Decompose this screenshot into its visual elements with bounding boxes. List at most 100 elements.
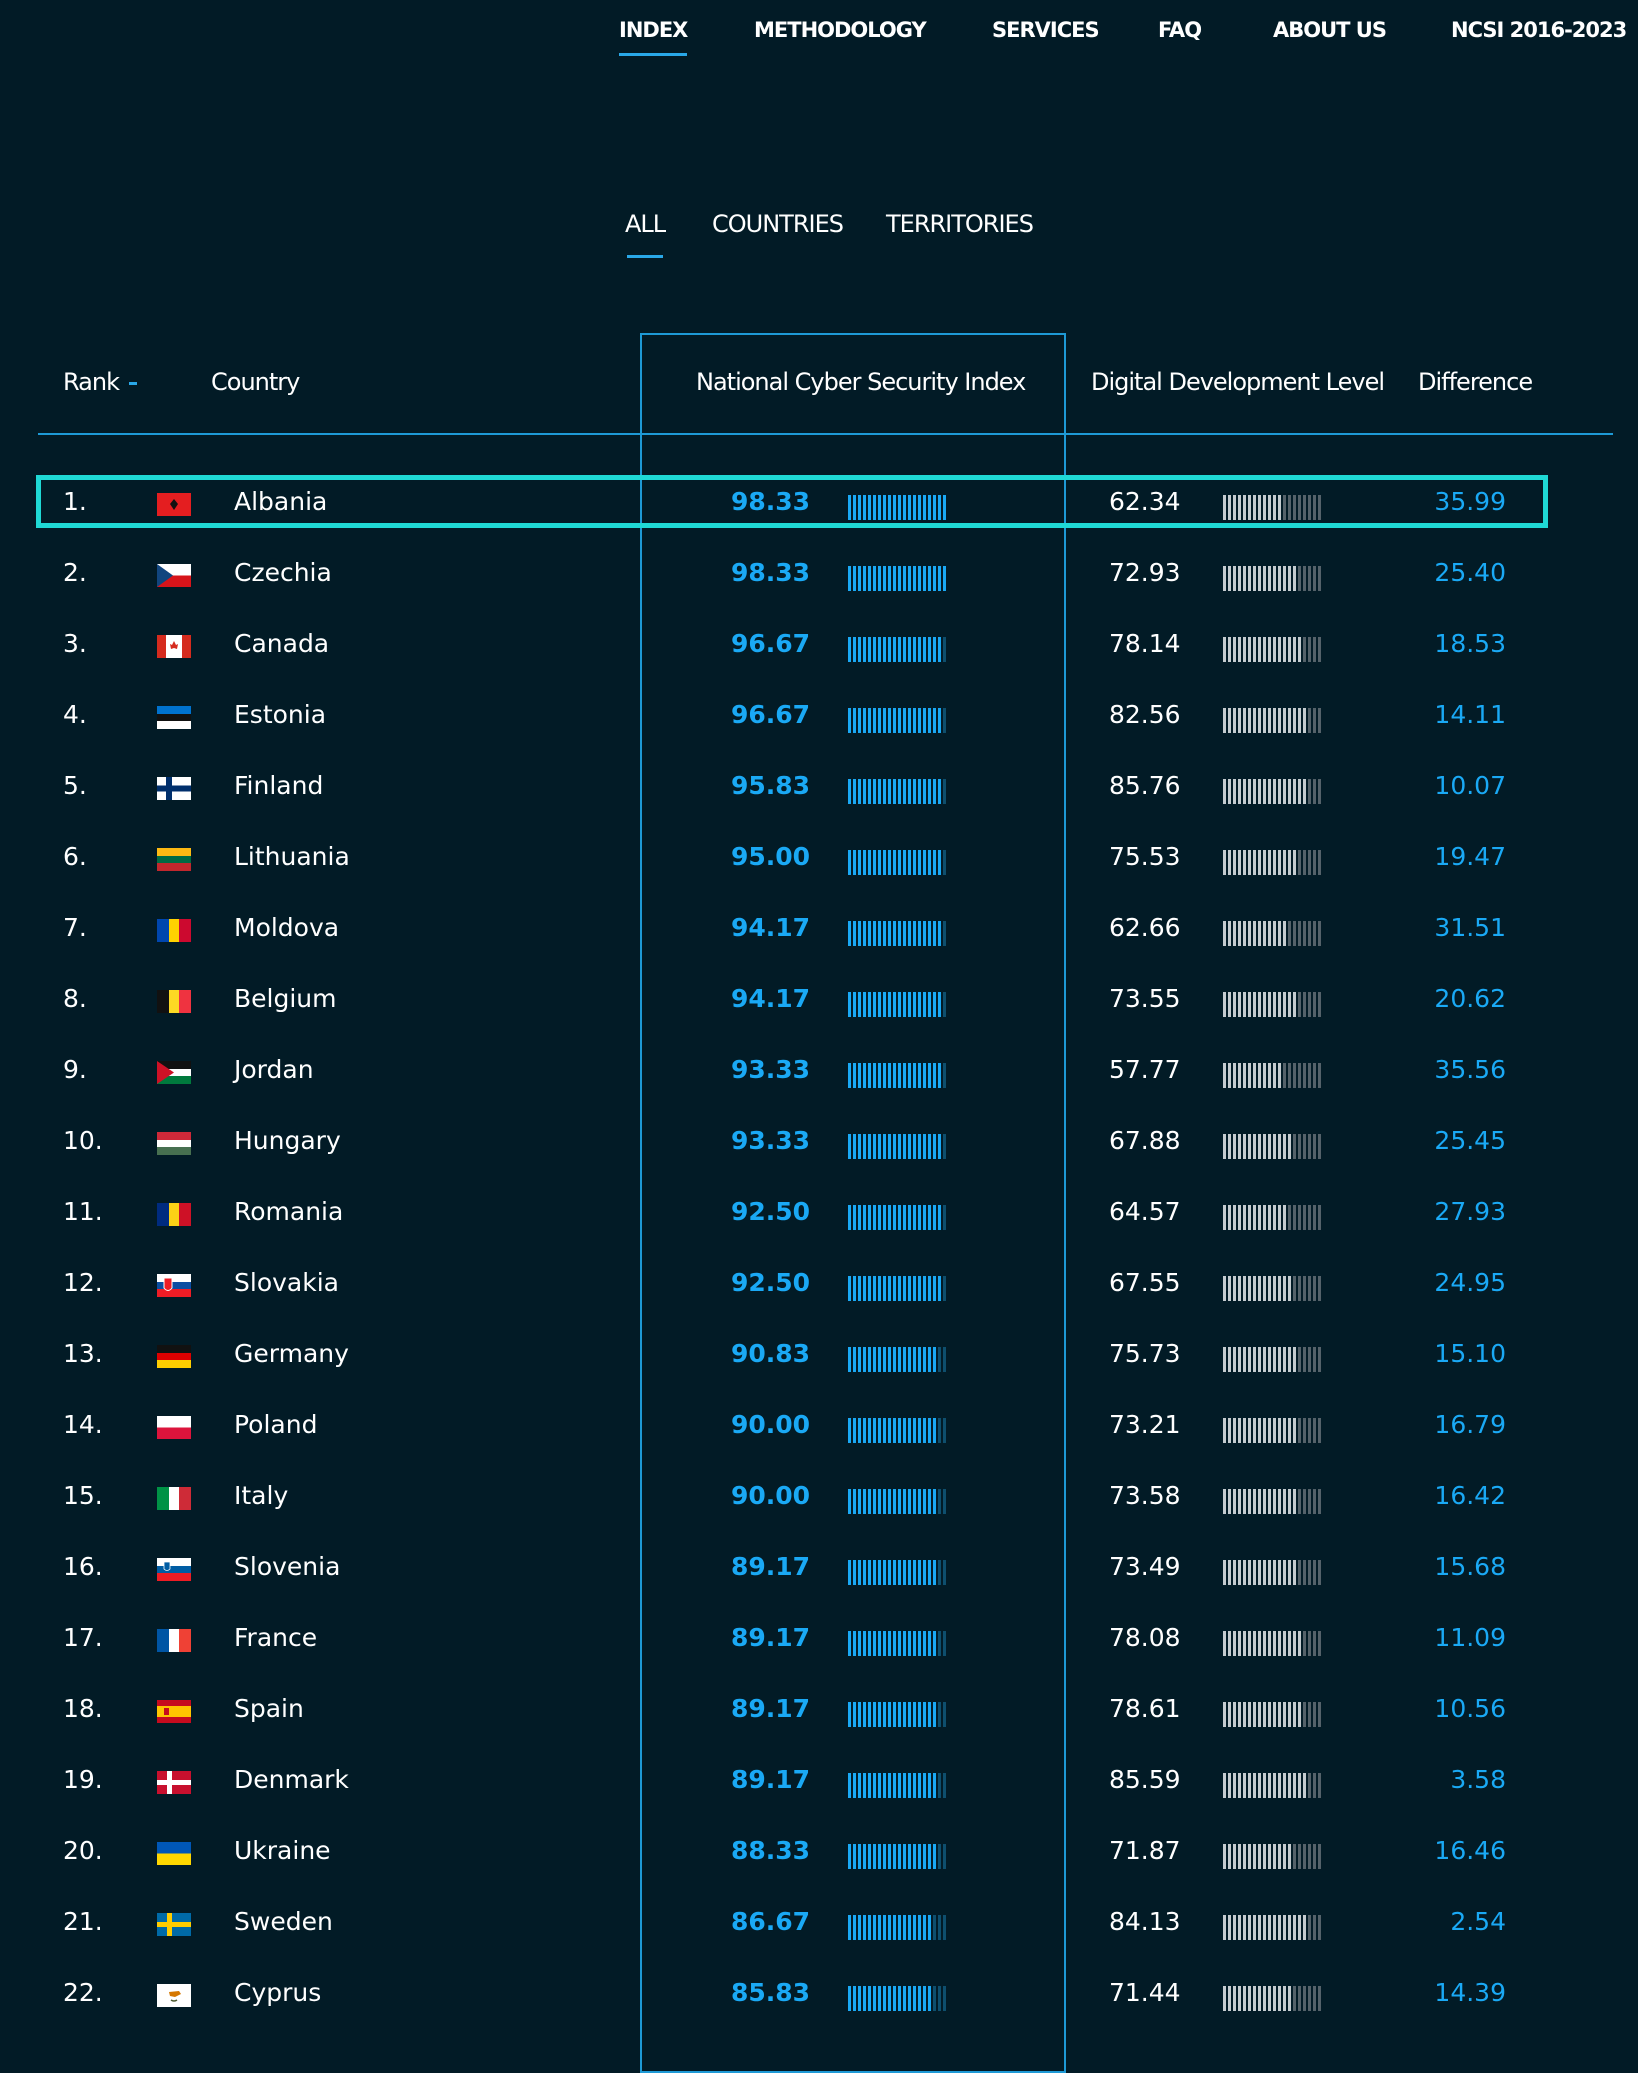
table-row[interactable]: 2. Czechia 98.33 72.93 25.40: [0, 544, 1638, 615]
nav-index[interactable]: INDEX: [619, 18, 688, 56]
bar-segment: [863, 921, 866, 946]
header-difference[interactable]: Difference: [1418, 368, 1533, 396]
nav-methodology[interactable]: METHODOLOGY: [754, 18, 927, 42]
bar-segment: [1288, 1134, 1291, 1159]
bar-segment: [938, 1276, 941, 1301]
table-row[interactable]: 1. Albania 98.33 62.34 35.99: [0, 473, 1638, 544]
bar-segment: [848, 850, 851, 875]
table-row[interactable]: 22. Cyprus 85.83 71.44 14.39: [0, 1964, 1638, 2035]
romania-flag-icon: [157, 1203, 191, 1226]
bar-segment: [1268, 1347, 1271, 1372]
bar-segment: [1303, 566, 1306, 591]
table-row[interactable]: 11. Romania 92.50 64.57 27.93: [0, 1183, 1638, 1254]
bar-segment: [1273, 1347, 1276, 1372]
bar-segment: [943, 637, 946, 662]
ncsi-score: 90.00: [731, 1410, 811, 1439]
bar-segment: [1253, 1063, 1256, 1088]
tab-countries[interactable]: COUNTRIES: [712, 210, 844, 238]
bar-segment: [933, 1560, 936, 1585]
bar-segment: [893, 921, 896, 946]
bar-segment: [1248, 1631, 1251, 1656]
bar-segment: [893, 850, 896, 875]
table-row[interactable]: 18. Spain 89.17 78.61 10.56: [0, 1680, 1638, 1751]
bar-segment: [1263, 1915, 1266, 1940]
nav-services[interactable]: SERVICES: [992, 18, 1100, 42]
ncsi-bar: [848, 1560, 946, 1585]
ncsi-bar: [848, 566, 946, 591]
tab-all[interactable]: ALL: [625, 210, 666, 258]
bar-segment: [923, 850, 926, 875]
bar-segment: [1243, 1205, 1246, 1230]
bar-segment: [1273, 779, 1276, 804]
table-row[interactable]: 9. Jordan 93.33 57.77 35.56: [0, 1041, 1638, 1112]
table-row[interactable]: 13. Germany 90.83 75.73 15.10: [0, 1325, 1638, 1396]
bar-segment: [1233, 1276, 1236, 1301]
bar-segment: [908, 1631, 911, 1656]
ncsi-score: 85.83: [731, 1978, 811, 2007]
bar-segment: [928, 708, 931, 733]
ddl-bar: [1223, 566, 1321, 591]
bar-segment: [1318, 1489, 1321, 1514]
bar-segment: [1268, 1560, 1271, 1585]
table-row[interactable]: 14. Poland 90.00 73.21 16.79: [0, 1396, 1638, 1467]
bar-segment: [1248, 1986, 1251, 2011]
bar-segment: [1273, 1205, 1276, 1230]
nav-ncsi-2016-2023[interactable]: NCSI 2016-2023: [1451, 18, 1627, 42]
bar-segment: [1233, 1134, 1236, 1159]
bar-segment: [928, 779, 931, 804]
header-ncsi[interactable]: National Cyber Security Index: [696, 368, 1026, 396]
bar-segment: [1268, 1773, 1271, 1798]
table-row[interactable]: 16. Slovenia 89.17 73.49 15.68: [0, 1538, 1638, 1609]
bar-segment: [1233, 1844, 1236, 1869]
bar-segment: [1233, 1773, 1236, 1798]
bar-segment: [1253, 1205, 1256, 1230]
bar-segment: [1293, 1063, 1296, 1088]
header-digital-development-level[interactable]: Digital Development Level: [1091, 368, 1385, 396]
bar-segment: [1278, 1986, 1281, 2011]
bar-segment: [893, 1844, 896, 1869]
bar-segment: [1238, 1347, 1241, 1372]
bar-segment: [1288, 921, 1291, 946]
bar-segment: [1233, 1205, 1236, 1230]
bar-segment: [1288, 637, 1291, 662]
table-row[interactable]: 21. Sweden 86.67 84.13 2.54: [0, 1893, 1638, 1964]
bar-segment: [1293, 708, 1296, 733]
ddl-score: 75.73: [1109, 1339, 1181, 1368]
bar-segment: [1273, 850, 1276, 875]
table-row[interactable]: 8. Belgium 94.17 73.55 20.62: [0, 970, 1638, 1041]
bar-segment: [868, 1844, 871, 1869]
nav-about-us[interactable]: ABOUT US: [1273, 18, 1387, 42]
bar-segment: [1313, 566, 1316, 591]
header-country[interactable]: Country: [211, 368, 300, 396]
bar-segment: [1318, 1702, 1321, 1727]
bar-segment: [1238, 495, 1241, 520]
tab-territories[interactable]: TERRITORIES: [886, 210, 1034, 238]
rank-cell: 10.: [63, 1126, 103, 1155]
bar-segment: [1288, 1631, 1291, 1656]
table-row[interactable]: 19. Denmark 89.17 85.59 3.58: [0, 1751, 1638, 1822]
bar-segment: [858, 1560, 861, 1585]
bar-segment: [883, 921, 886, 946]
bar-segment: [923, 566, 926, 591]
table-row[interactable]: 3. Canada 96.67 78.14 18.53: [0, 615, 1638, 686]
table-row[interactable]: 12. Slovakia 92.50 67.55 24.95: [0, 1254, 1638, 1325]
bar-segment: [858, 1418, 861, 1443]
nav-faq[interactable]: FAQ: [1158, 18, 1202, 42]
bar-segment: [868, 1134, 871, 1159]
bar-segment: [853, 1915, 856, 1940]
bar-segment: [1318, 1915, 1321, 1940]
bar-segment: [863, 1276, 866, 1301]
table-row[interactable]: 10. Hungary 93.33 67.88 25.45: [0, 1112, 1638, 1183]
table-row[interactable]: 6. Lithuania 95.00 75.53 19.47: [0, 828, 1638, 899]
table-row[interactable]: 4. Estonia 96.67 82.56 14.11: [0, 686, 1638, 757]
table-row[interactable]: 5. Finland 95.83 85.76 10.07: [0, 757, 1638, 828]
table-row[interactable]: 15. Italy 90.00 73.58 16.42: [0, 1467, 1638, 1538]
header-rank[interactable]: Rank: [63, 368, 137, 396]
bar-segment: [1223, 495, 1226, 520]
table-row[interactable]: 7. Moldova 94.17 62.66 31.51: [0, 899, 1638, 970]
bar-segment: [1318, 637, 1321, 662]
table-row[interactable]: 17. France 89.17 78.08 11.09: [0, 1609, 1638, 1680]
rank-cell: 13.: [63, 1339, 103, 1368]
bar-segment: [923, 637, 926, 662]
table-row[interactable]: 20. Ukraine 88.33 71.87 16.46: [0, 1822, 1638, 1893]
